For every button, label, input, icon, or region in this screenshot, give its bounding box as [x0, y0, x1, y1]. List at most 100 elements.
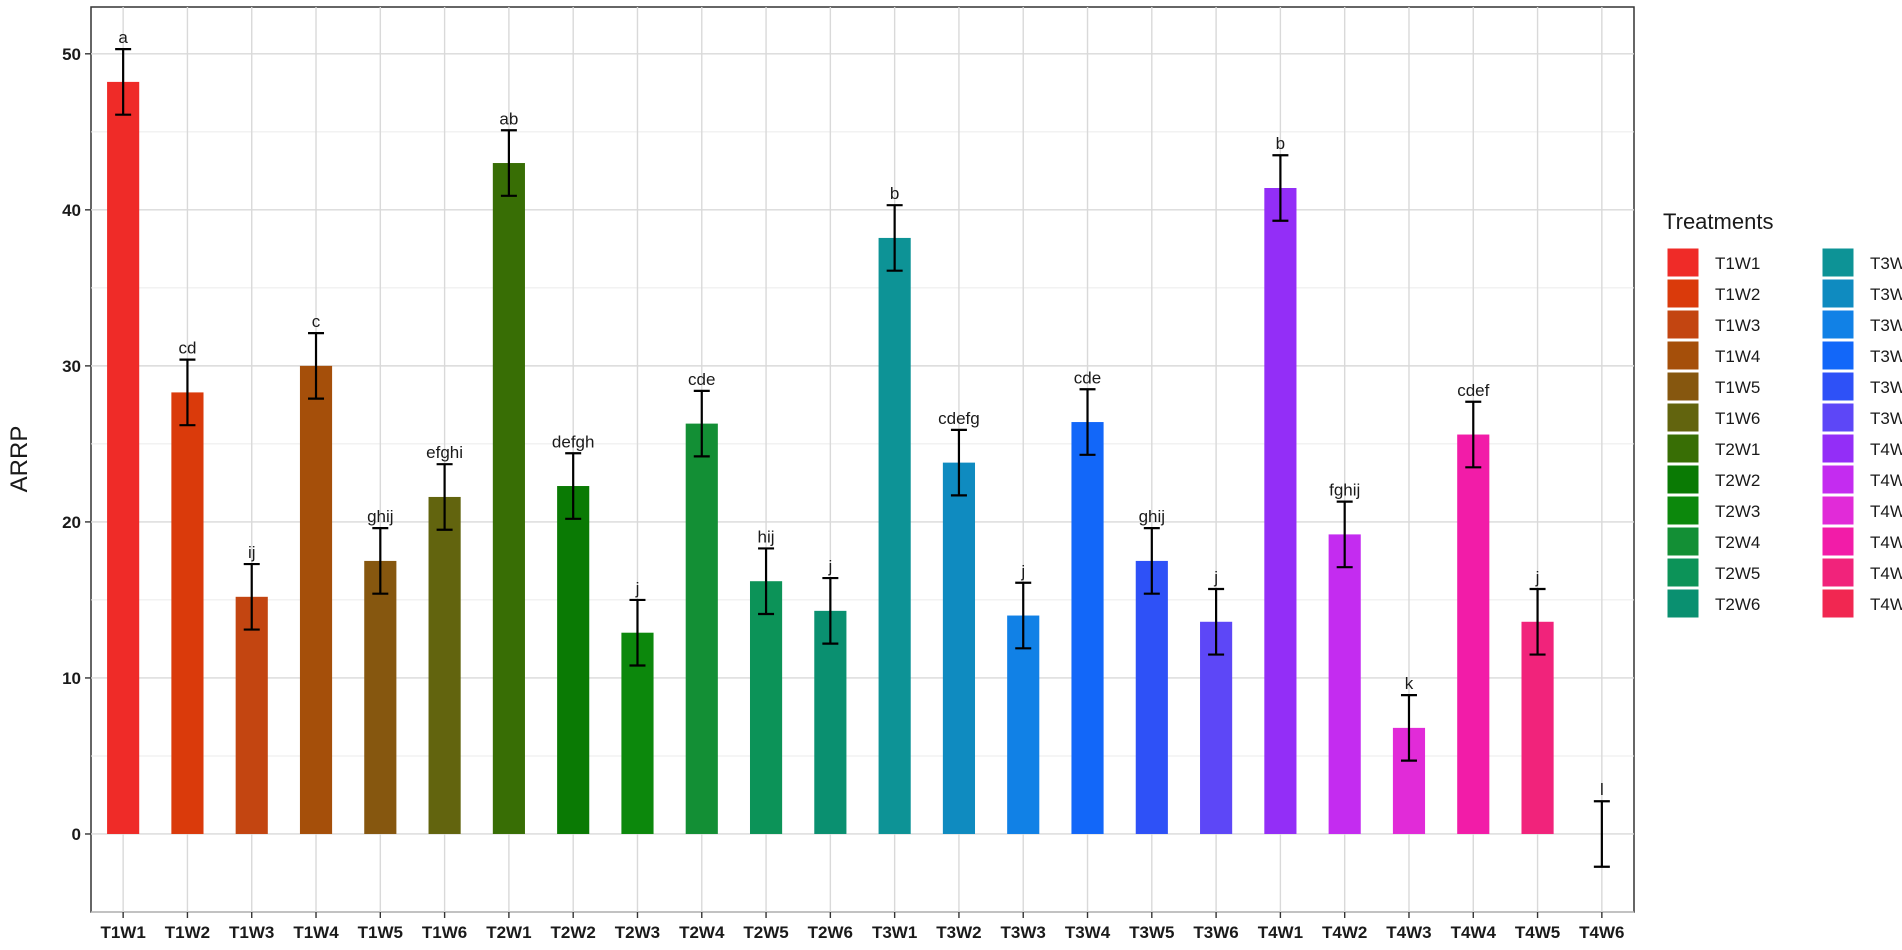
significance-label-t4w4: cdef — [1457, 381, 1489, 400]
legend-label: T4W6 — [1870, 595, 1902, 614]
significance-label-t4w5: j — [1535, 568, 1540, 587]
legend-key — [1666, 433, 1700, 464]
x-axis: T1W1 T1W2 T1W3 T1W4 T1W5 T1W6 T2W1 T2W2 T2W3 T2W4… — [100, 912, 1625, 942]
legend-title: Treatments — [1663, 209, 1773, 234]
significance-label-t2w1: ab — [499, 109, 518, 128]
significance-label-t2w3: j — [635, 579, 640, 598]
significance-label-t2w5: hij — [758, 527, 775, 546]
bar-t4w5 — [1521, 621, 1554, 834]
legend-item-t3w2: T3W2 — [1821, 278, 1902, 309]
legend-label: T2W6 — [1715, 595, 1760, 614]
legend-key — [1666, 371, 1700, 402]
error-bars — [115, 48, 1610, 868]
significance-label-t3w4: cde — [1074, 368, 1101, 387]
legend-item-t4w3: T4W3 — [1821, 495, 1902, 526]
legend-item-t3w5: T3W5 — [1821, 371, 1902, 402]
legend-item-t1w5: T1W5 — [1666, 371, 1760, 402]
legend-item-t2w4: T2W4 — [1666, 526, 1760, 557]
x-tick-label-t1w2: T1W2 — [165, 923, 210, 942]
x-tick-label-t4w1: T4W1 — [1258, 923, 1303, 942]
legend-item-t2w1: T2W1 — [1666, 433, 1760, 464]
x-tick-label-t2w2: T2W2 — [551, 923, 596, 942]
legend-key — [1821, 309, 1855, 340]
legend-label: T1W1 — [1715, 254, 1760, 273]
bar-t2w1 — [492, 163, 525, 834]
bar-t1w5 — [364, 560, 397, 834]
legend-label: T3W5 — [1870, 378, 1902, 397]
x-tick-label-t2w6: T2W6 — [808, 923, 853, 942]
legend-key — [1821, 433, 1855, 464]
error-bar-t2w3 — [629, 598, 646, 667]
significance-label-t1w3: ij — [248, 543, 256, 562]
x-tick-label-t2w5: T2W5 — [743, 923, 788, 942]
legend-label: T4W5 — [1870, 564, 1902, 583]
significance-label-t3w1: b — [890, 184, 899, 203]
bar-t2w2 — [557, 486, 590, 834]
bar-t3w5 — [1135, 560, 1168, 834]
legend-item-t3w6: T3W6 — [1821, 402, 1902, 433]
legend-item-t4w2: T4W2 — [1821, 464, 1902, 495]
legend-label: T2W5 — [1715, 564, 1760, 583]
x-tick-label-t3w3: T3W3 — [1001, 923, 1046, 942]
error-bar-t4w1 — [1272, 154, 1289, 222]
bars — [107, 81, 1554, 834]
legend-key — [1666, 464, 1700, 495]
legend-item-t4w6: T4W6 — [1821, 588, 1902, 619]
error-bar-t3w2 — [950, 428, 967, 497]
legend-label: T3W2 — [1870, 285, 1902, 304]
x-tick-label-t3w1: T3W1 — [872, 923, 917, 942]
significance-label-t4w2: fghij — [1329, 481, 1360, 500]
legend-key — [1821, 588, 1855, 619]
error-bar-t2w2 — [565, 452, 582, 520]
error-bar-t4w2 — [1336, 500, 1353, 569]
bar-t1w6 — [428, 496, 461, 834]
legend-item-t2w2: T2W2 — [1666, 464, 1760, 495]
legend-item-t4w4: T4W4 — [1821, 526, 1902, 557]
legend-item-t1w3: T1W3 — [1666, 309, 1760, 340]
y-tick-label: 10 — [62, 669, 81, 688]
x-tick-label-t1w5: T1W5 — [358, 923, 403, 942]
legend-key — [1821, 557, 1855, 588]
y-axis-title: ARRP — [6, 426, 33, 493]
bar-t2w6 — [814, 610, 847, 834]
legend-label: T2W4 — [1715, 533, 1760, 552]
legend-item-t1w4: T1W4 — [1666, 340, 1760, 371]
bar-t4w4 — [1457, 434, 1490, 834]
y-axis: 0 10 20 30 40 50 — [62, 45, 91, 844]
legend-key — [1666, 402, 1700, 433]
x-tick-label-t3w2: T3W2 — [936, 923, 981, 942]
significance-label-t3w6: j — [1213, 568, 1218, 587]
x-tick-label-t1w1: T1W1 — [100, 923, 145, 942]
bar-t1w3 — [235, 596, 268, 834]
error-bar-t4w6 — [1593, 800, 1610, 868]
significance-label-t1w2: cd — [178, 339, 196, 358]
y-tick-label: 20 — [62, 513, 81, 532]
error-bar-t2w6 — [822, 576, 839, 645]
error-bar-t4w3 — [1400, 694, 1417, 762]
legend-label: T1W2 — [1715, 285, 1760, 304]
significance-label-t1w6: efghi — [426, 443, 463, 462]
bar-t4w1 — [1264, 188, 1297, 834]
legend-item-t3w4: T3W4 — [1821, 340, 1902, 371]
x-tick-label-t4w2: T4W2 — [1322, 923, 1367, 942]
legend-item-t1w6: T1W6 — [1666, 402, 1760, 433]
bar-t2w5 — [749, 581, 783, 834]
bar-t3w1 — [878, 237, 911, 834]
error-bar-t3w5 — [1143, 527, 1160, 595]
bar-t3w2 — [942, 462, 976, 834]
bar-t1w4 — [299, 365, 333, 834]
legend-item-t3w1: T3W1 — [1821, 247, 1902, 278]
legend-key — [1821, 247, 1855, 278]
error-bar-t3w6 — [1208, 587, 1225, 656]
legend-label: T2W3 — [1715, 502, 1760, 521]
error-bar-t3w1 — [886, 204, 903, 272]
significance-label-t1w1: a — [118, 28, 128, 47]
error-bar-t3w4 — [1079, 388, 1096, 456]
legend-key — [1666, 340, 1700, 371]
error-bar-t1w2 — [179, 358, 196, 427]
legend-label: T3W6 — [1870, 409, 1902, 428]
bar-t1w1 — [107, 81, 140, 834]
legend-key — [1821, 526, 1855, 557]
legend-key — [1821, 371, 1855, 402]
legend-label: T3W1 — [1870, 254, 1902, 273]
